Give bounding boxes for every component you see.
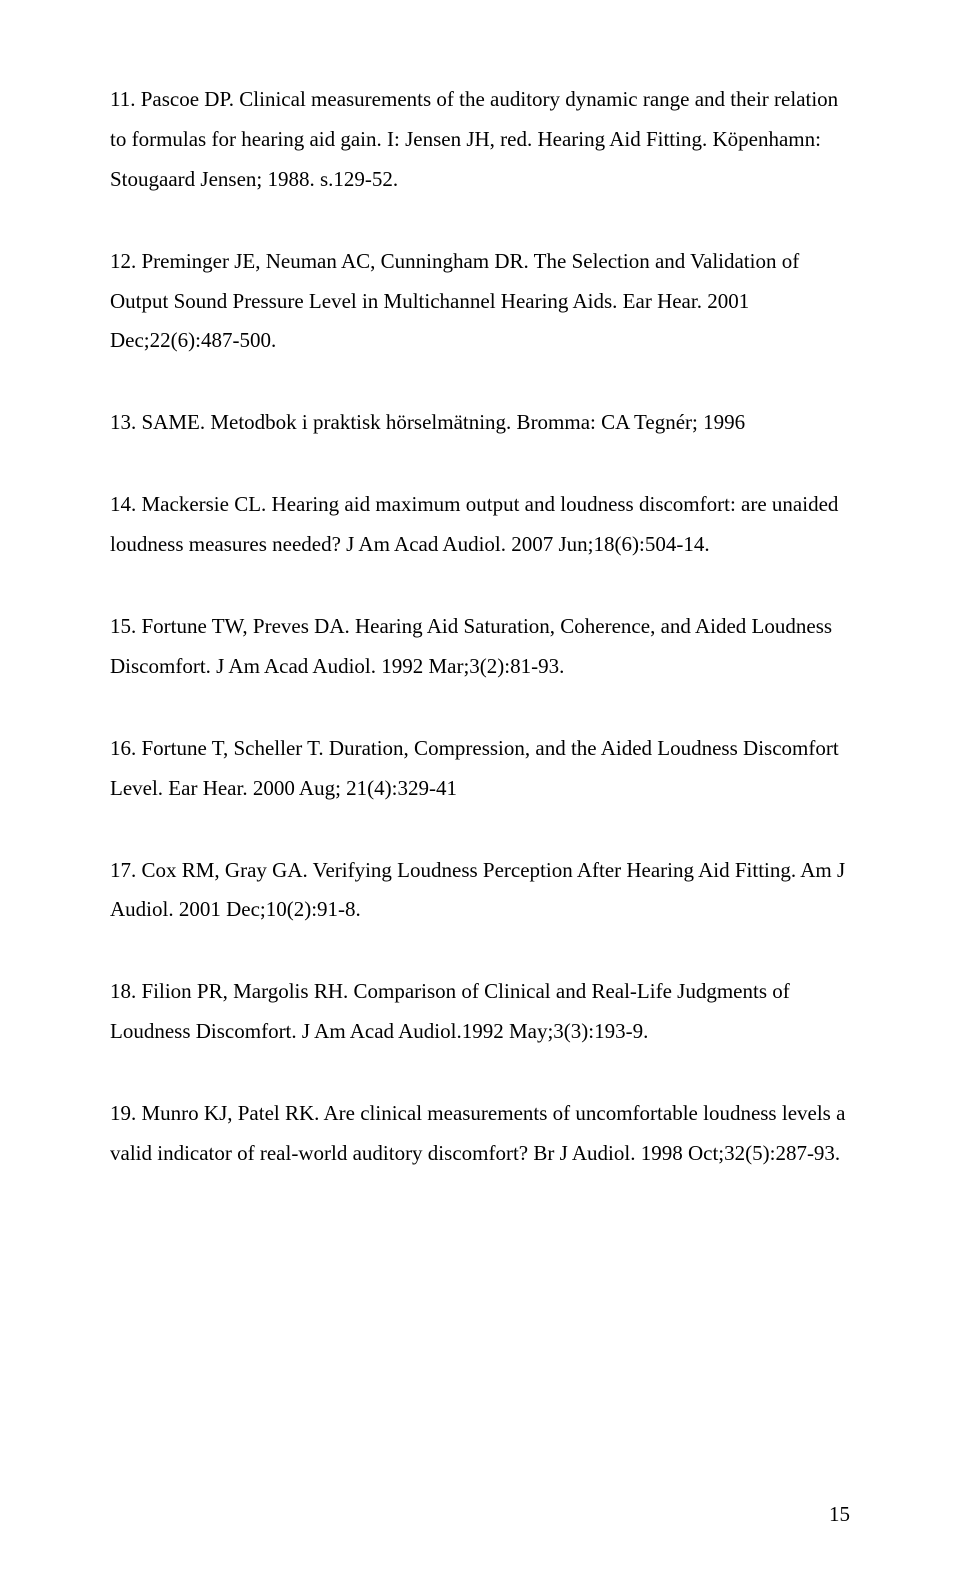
reference-16: 16. Fortune T, Scheller T. Duration, Com… — [110, 729, 850, 809]
reference-19: 19. Munro KJ, Patel RK. Are clinical mea… — [110, 1094, 850, 1174]
reference-11: 11. Pascoe DP. Clinical measurements of … — [110, 80, 850, 200]
reference-13: 13. SAME. Metodbok i praktisk hörselmätn… — [110, 403, 850, 443]
reference-18: 18. Filion PR, Margolis RH. Comparison o… — [110, 972, 850, 1052]
reference-12: 12. Preminger JE, Neuman AC, Cunningham … — [110, 242, 850, 362]
reference-14: 14. Mackersie CL. Hearing aid maximum ou… — [110, 485, 850, 565]
reference-17: 17. Cox RM, Gray GA. Verifying Loudness … — [110, 851, 850, 931]
page-number: 15 — [829, 1495, 850, 1535]
reference-15: 15. Fortune TW, Preves DA. Hearing Aid S… — [110, 607, 850, 687]
